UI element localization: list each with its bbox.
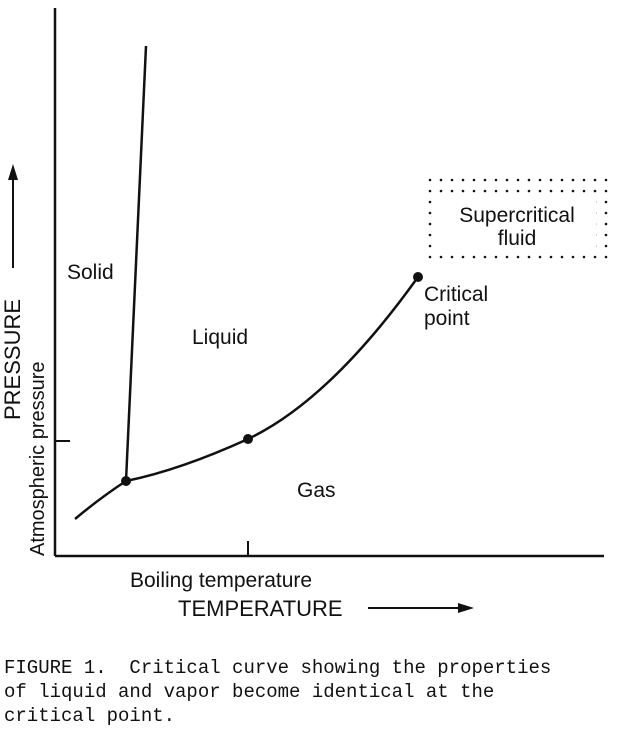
x-axis-arrow-icon <box>458 603 474 613</box>
liquid-label: Liquid <box>192 326 248 349</box>
critical-point-label-line1: Critical <box>424 283 488 306</box>
gas-label: Gas <box>297 479 336 502</box>
vaporization-curve <box>125 276 420 483</box>
x-tick-label: Boiling temperature <box>130 569 312 592</box>
critical-point-label-line2: point <box>424 307 470 330</box>
melting-curve <box>124 45 148 482</box>
triple-point <box>121 476 131 486</box>
boiling-point <box>243 434 253 444</box>
figure-caption: FIGURE 1. Critical curve showing the pro… <box>4 657 552 727</box>
y-tick-label: Atmospheric pressure <box>27 361 49 556</box>
x-axis-title: TEMPERATURE <box>178 596 343 621</box>
solid-label: Solid <box>67 261 114 284</box>
y-axis-arrow-icon <box>8 164 18 180</box>
sublimation-curve <box>74 479 127 520</box>
critical-point <box>413 272 423 282</box>
y-axis-title: PRESSURE <box>0 299 25 420</box>
supercritical-label-line1: Supercritical <box>459 204 575 227</box>
supercritical-label-line2: fluid <box>498 227 537 250</box>
